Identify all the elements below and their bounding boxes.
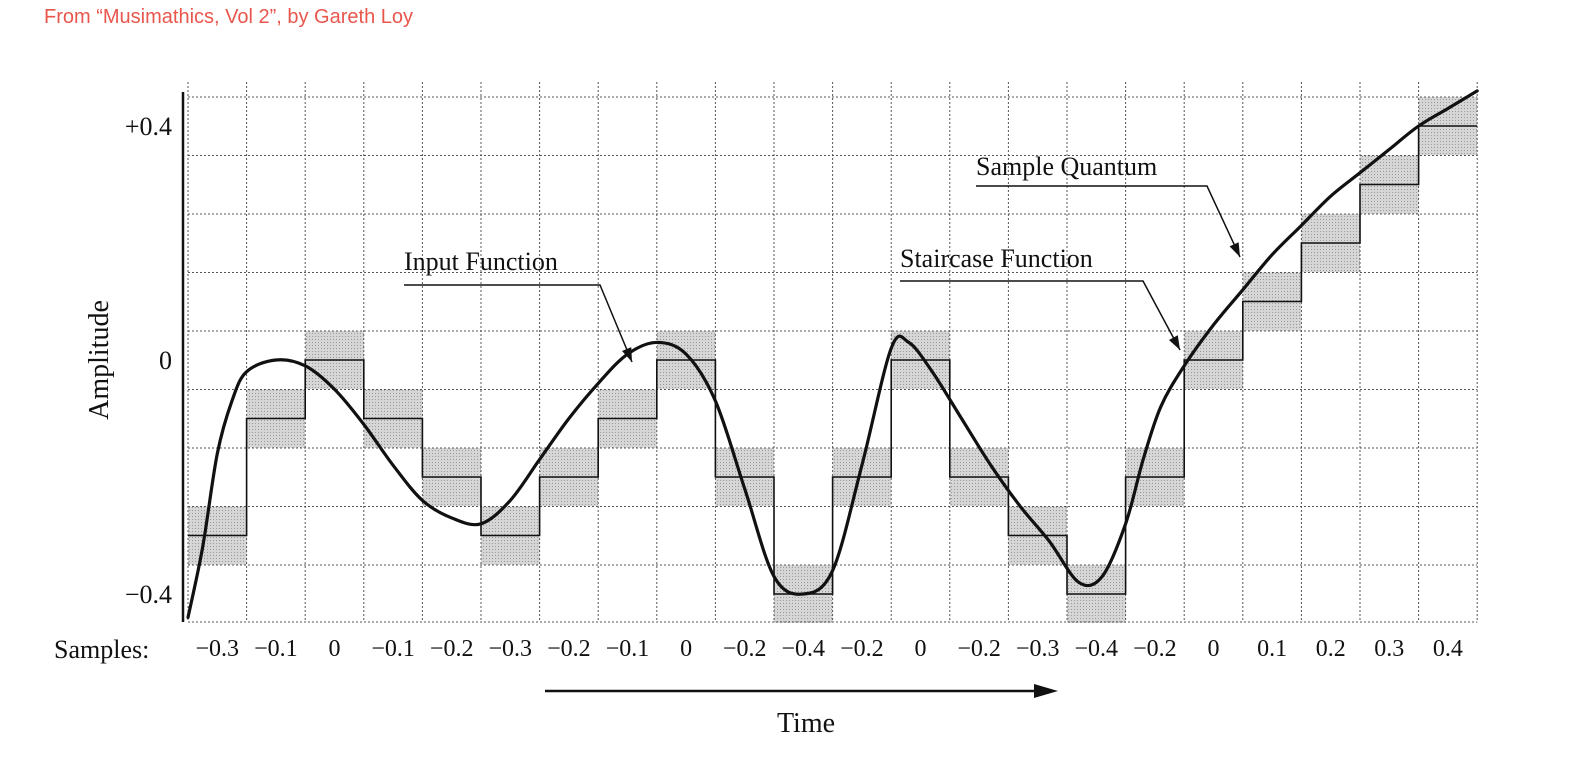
annotations: Input Function Staircase Function Sample Q… [404,152,1241,363]
annotation-leader [976,185,1241,258]
sample-label: −0.3 [489,636,533,662]
sample-label: −0.4 [782,636,826,662]
time-arrow [545,684,1058,698]
y-axis-label: Amplitude [84,300,115,420]
sample-label: −0.1 [606,636,650,662]
sample-label: −0.1 [371,636,415,662]
staircase-path [188,125,1478,595]
annotation-leader [900,280,1181,351]
y-tick-label: +0.4 [125,112,172,141]
input-function-curve [186,89,1479,619]
annotation-arrowhead [1168,335,1180,350]
sample-label: −0.1 [254,636,298,662]
sample-label: 0 [329,636,341,662]
y-tick-label: 0 [159,346,172,375]
y-tick-label: −0.4 [125,580,172,609]
samples-label: Samples: [54,635,149,664]
y-tick-labels: +0.4 0 −0.4 [125,112,172,609]
sample-label: −0.2 [430,636,474,662]
sample-label: 0 [1208,636,1220,662]
x-axis-label: Time [777,708,835,739]
sample-label: −0.2 [547,636,591,662]
sample-label: −0.2 [840,636,884,662]
annotation-label: Input Function [404,247,558,276]
sample-label: −0.2 [957,636,1001,662]
input-function-path [186,89,1479,619]
source-credit: From “Musimathics, Vol 2”, by Gareth Loy [44,6,414,28]
annotation-arrowhead [1229,242,1240,257]
sample-label: −0.2 [1133,636,1177,662]
sample-label: −0.3 [1016,636,1060,662]
sample-label: 0.4 [1433,636,1463,662]
sample-label: −0.4 [1075,636,1119,662]
sample-label: 0.3 [1374,636,1404,662]
annotation-leader [404,284,633,363]
staircase-function [188,125,1478,595]
sample-label: −0.2 [723,636,767,662]
annotation-label: Sample Quantum [976,152,1157,181]
sample-value-labels: −0.3 −0.1 0 −0.1 −0.2 −0.3 −0.2 −0.1 0 −0.2 −0.4 −0… [196,636,1463,662]
sample-label: 0.1 [1257,636,1287,662]
annotation-arrowhead [622,347,632,362]
annotation-label: Staircase Function [900,244,1093,273]
sample-label: 0.2 [1316,636,1346,662]
sample-label: 0 [915,636,927,662]
sample-label: −0.3 [196,636,240,662]
sample-label: 0 [680,636,692,662]
